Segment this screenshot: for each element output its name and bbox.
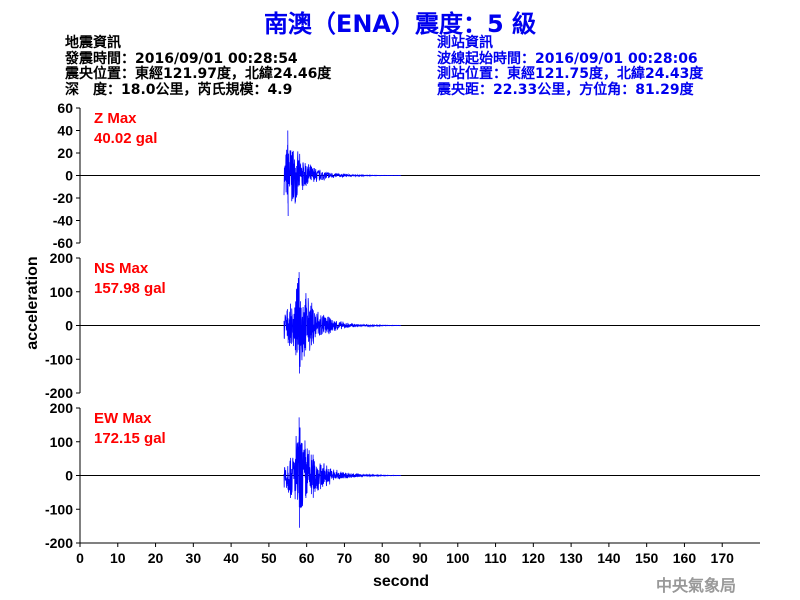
max-label-NS: NS Max (94, 260, 149, 277)
waveform-EW (283, 417, 402, 528)
y-tick-label: 200 (50, 400, 74, 416)
x-tick-label: 140 (597, 550, 621, 566)
y-tick-label: 20 (57, 145, 73, 161)
credit-watermark: 中央氣象局 (656, 576, 737, 595)
depth-magnitude: 深 度：18.0公里，芮氏規模：4.9 (65, 81, 293, 98)
x-tick-label: 110 (484, 550, 507, 566)
origin-time: 發震時間：2016/09/01 00:28:54 (65, 50, 298, 67)
station-info-heading: 測站資訊 (437, 35, 493, 51)
x-tick-label: 170 (711, 550, 735, 566)
y-tick-label: 100 (50, 434, 74, 450)
y-tick-label: 0 (65, 168, 73, 184)
earthquake-info-heading: 地震資訊 (65, 35, 121, 51)
waveform-NS (283, 272, 402, 374)
x-tick-label: 10 (110, 550, 126, 566)
x-tick-label: 30 (186, 550, 202, 566)
max-value-Z: 40.02 gal (94, 130, 157, 147)
epicenter-location: 震央位置：東經121.97度，北緯24.46度 (65, 66, 332, 82)
x-tick-label: 0 (76, 550, 84, 566)
y-tick-label: -200 (45, 535, 73, 551)
y-tick-label: 100 (50, 284, 74, 300)
station-location: 測站位置：東經121.75度，北緯24.43度 (437, 66, 704, 82)
y-tick-label: -60 (53, 235, 73, 251)
station-info: 測站資訊 波線起始時間：2016/09/01 00:28:06 測站位置：東經1… (437, 35, 704, 98)
max-value-NS: 157.98 gal (94, 280, 166, 297)
x-tick-label: 20 (148, 550, 164, 566)
y-tick-label: -40 (53, 213, 73, 229)
y-axis-label: acceleration (24, 256, 41, 349)
x-tick-label: 90 (412, 550, 428, 566)
y-tick-label: -100 (45, 501, 73, 517)
x-tick-label: 130 (559, 550, 583, 566)
x-tick-label: 80 (374, 550, 390, 566)
x-tick-label: 50 (261, 550, 277, 566)
y-tick-label: 0 (65, 468, 73, 484)
max-value-EW: 172.15 gal (94, 430, 166, 447)
figure-title: 南澳（ENA）震度：5 級 (263, 10, 537, 38)
y-tick-label: 0 (65, 318, 73, 334)
x-tick-label: 70 (337, 550, 353, 566)
earthquake-info: 地震資訊 發震時間：2016/09/01 00:28:54 震央位置：東經121… (65, 35, 332, 98)
x-axis-label: second (373, 573, 429, 590)
y-tick-label: 60 (57, 100, 73, 116)
y-tick-label: 200 (50, 250, 74, 266)
x-tick-label: 160 (673, 550, 697, 566)
x-tick-label: 100 (446, 550, 470, 566)
x-tick-label: 120 (522, 550, 546, 566)
y-tick-label: -100 (45, 351, 73, 367)
max-label-EW: EW Max (94, 410, 152, 427)
x-tick-label: 150 (635, 550, 659, 566)
waveform-start-time: 波線起始時間：2016/09/01 00:28:06 (437, 50, 698, 67)
y-tick-label: -20 (53, 190, 73, 206)
y-tick-label: 40 (57, 123, 73, 139)
x-tick-label: 60 (299, 550, 315, 566)
x-tick-label: 40 (223, 550, 239, 566)
waveform-Z (283, 130, 402, 217)
epicentral-distance: 震央距：22.33公里，方位角：81.29度 (437, 81, 694, 98)
max-label-Z: Z Max (94, 110, 137, 127)
y-tick-label: -200 (45, 385, 73, 401)
